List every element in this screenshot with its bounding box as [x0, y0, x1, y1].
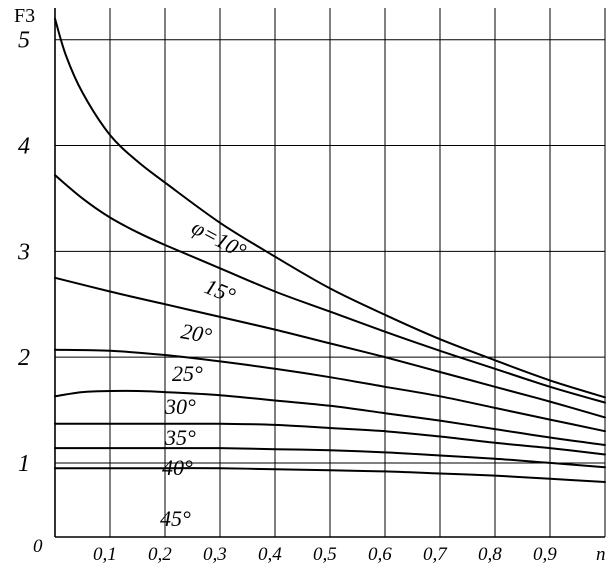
- x-tick-label: 0,5: [313, 544, 337, 565]
- origin-label: 0: [33, 536, 43, 557]
- curve-series: [54, 276, 606, 419]
- x-tick-label: 0,9: [533, 544, 557, 565]
- curve-series: [54, 467, 606, 483]
- x-tick-label: 0,7: [423, 544, 448, 565]
- y-tick-label: 1: [18, 451, 30, 477]
- curve-label: 30°: [164, 394, 196, 419]
- tick-labels: 0,1 0,2 0,3 0,4 0,5 0,6 0,7 0,8 0,9 1 2 3 4 5: [17, 28, 557, 565]
- x-tick-label: 0,2: [148, 544, 172, 565]
- y-tick-label: 2: [18, 345, 30, 371]
- curve-label: 40°: [162, 455, 193, 480]
- curve-series: [54, 17, 606, 399]
- y-tick-label: 3: [17, 239, 30, 265]
- curve-series: [54, 348, 606, 433]
- curve-series: [54, 389, 606, 446]
- x-axis-title: n: [596, 544, 606, 565]
- x-tick-label: 0,1: [93, 544, 117, 565]
- curve-label: 15°: [201, 273, 239, 308]
- curve-series: [54, 174, 606, 404]
- y-axis-title: F3: [14, 5, 35, 27]
- x-tick-label: 0,3: [203, 544, 227, 565]
- x-tick-label: 0,4: [258, 544, 282, 565]
- grid: [54, 8, 606, 538]
- y-tick-label: 5: [18, 28, 30, 54]
- y-tick-label: 4: [18, 134, 30, 160]
- curve-label: 20°: [179, 318, 214, 348]
- curve-label: 25°: [172, 361, 203, 386]
- x-tick-label: 0,6: [368, 544, 392, 565]
- curve-series: [54, 422, 606, 456]
- curve-series: [54, 447, 606, 469]
- curve-label: 35°: [164, 425, 196, 450]
- x-tick-label: 0,8: [478, 544, 502, 565]
- curve-label: 45°: [160, 506, 191, 531]
- curves: [54, 17, 606, 483]
